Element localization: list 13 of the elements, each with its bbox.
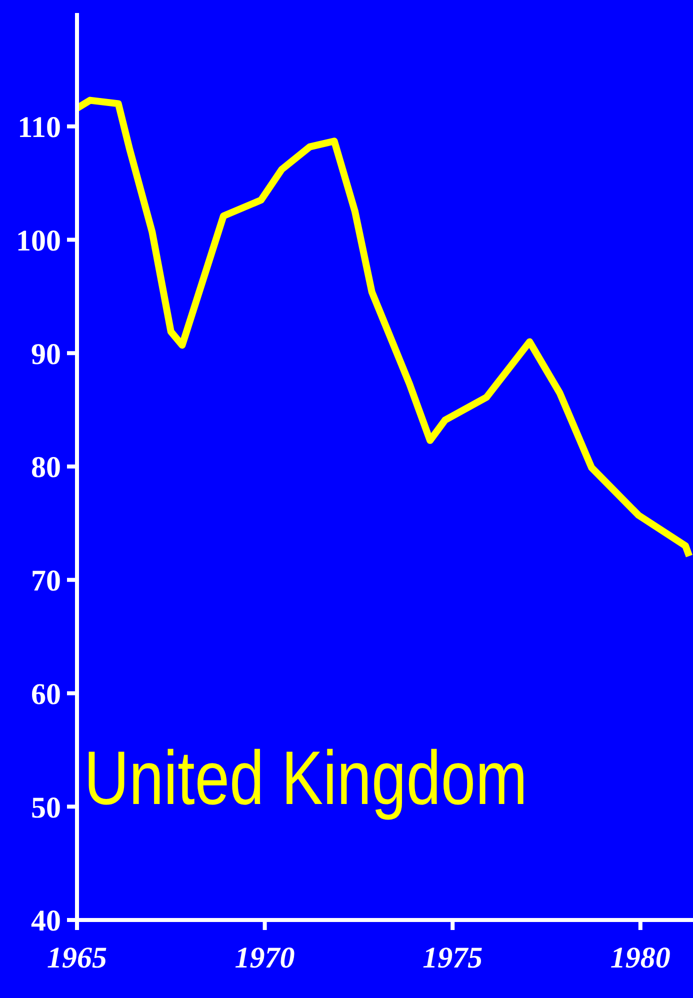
y-tick-label: 40 bbox=[31, 904, 61, 938]
y-tick-label: 110 bbox=[18, 111, 61, 144]
x-tick-label: 1975 bbox=[422, 941, 483, 974]
y-tick-label: 70 bbox=[31, 564, 61, 598]
y-tick-label: 90 bbox=[31, 338, 61, 371]
x-tick-label: 1970 bbox=[234, 941, 295, 974]
y-tick-label: 60 bbox=[31, 678, 61, 711]
x-tick-label: 1965 bbox=[47, 941, 107, 974]
text: United Kingdom bbox=[84, 735, 528, 822]
y-tick-label: 80 bbox=[31, 451, 61, 484]
y-tick-label: 100 bbox=[16, 224, 61, 258]
x-tick-label: 1980 bbox=[610, 941, 670, 974]
y-tick-label: 50 bbox=[31, 791, 61, 824]
